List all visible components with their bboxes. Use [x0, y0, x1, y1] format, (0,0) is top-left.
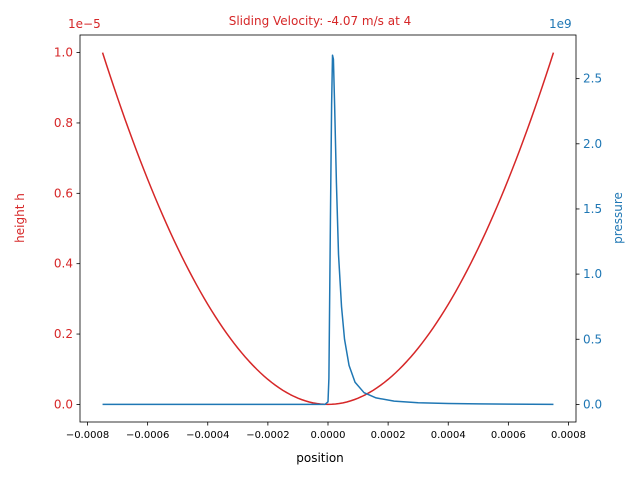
left-axis-label: height h [13, 193, 27, 243]
chart-title: Sliding Velocity: -4.07 m/s at 4 [229, 14, 412, 28]
left-tick-label: 0.0 [54, 397, 73, 411]
x-tick-label: −0.0006 [126, 430, 169, 441]
x-axis-label: position [296, 451, 344, 465]
right-tick-label: 2.0 [583, 137, 602, 151]
left-tick-label: 0.6 [54, 186, 73, 200]
x-tick-label: −0.0002 [246, 430, 289, 441]
left-tick-label: 0.2 [54, 327, 73, 341]
axes-layer: −0.0008 −0.0006 −0.0004 −0.0002 0.0000 0.0002… [54, 34, 602, 441]
right-axis-offset-text: 1e9 [549, 17, 572, 31]
right-tick-label: 0.0 [583, 397, 602, 411]
pressure-series-line [102, 54, 554, 406]
left-tick-label: 0.4 [54, 257, 73, 271]
height-series-line [101, 52, 555, 406]
right-axis-label: pressure [611, 192, 625, 244]
x-tick-label: 0.0008 [551, 430, 586, 441]
x-tick-label: 0.0000 [311, 430, 346, 441]
x-tick-label: 0.0002 [371, 430, 406, 441]
series-layer [101, 52, 555, 406]
left-tick-label: 0.8 [54, 116, 73, 130]
right-tick-label: 1.5 [583, 202, 602, 216]
right-tick-label: 1.0 [583, 267, 602, 281]
x-tick-label: −0.0004 [186, 430, 229, 441]
right-tick-label: 2.5 [583, 72, 602, 86]
x-tick-label: 0.0004 [431, 430, 466, 441]
left-tick-label: 1.0 [54, 46, 73, 60]
left-axis-offset-text: 1e−5 [68, 17, 101, 31]
right-tick-label: 0.5 [583, 332, 602, 346]
x-tick-label: −0.0008 [66, 430, 109, 441]
x-tick-label: 0.0006 [491, 430, 526, 441]
